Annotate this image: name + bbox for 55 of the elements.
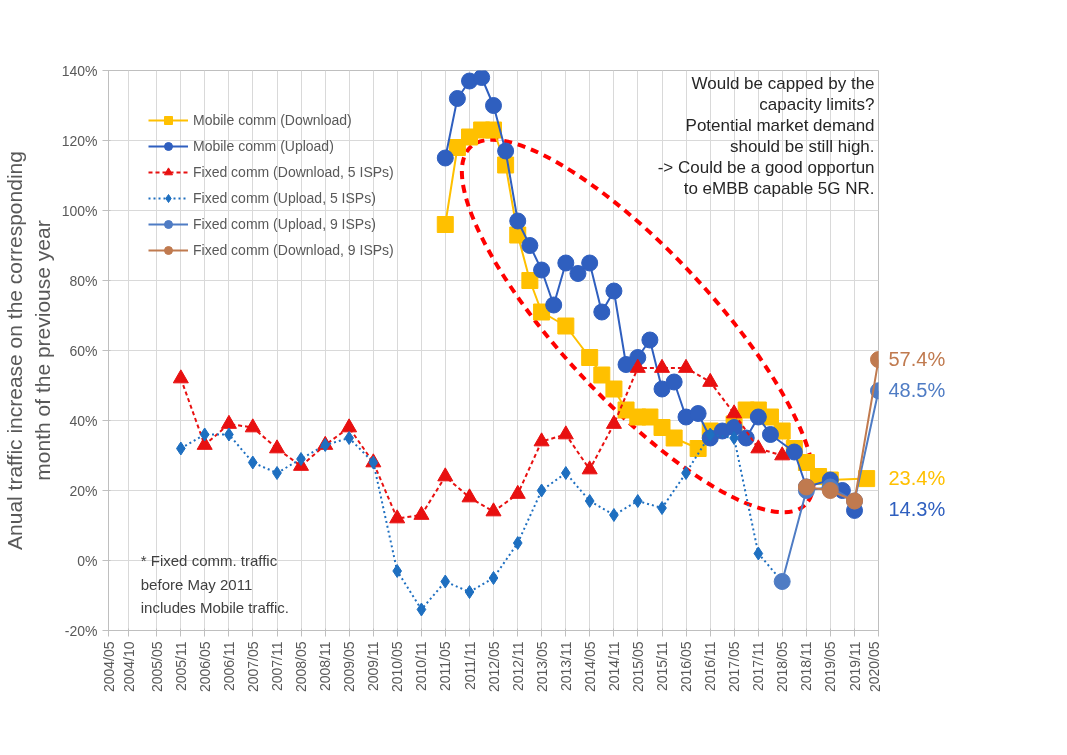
x-tick-label: 2018/11 [798,641,815,692]
x-tick-label: 2009/11 [365,641,382,692]
y-tick-label: 60% [69,342,98,359]
x-tick-label: 2011/05 [437,641,454,692]
y-axis-title: Anual traffic increase on the corresponding month of the previouse year [3,151,54,550]
x-tick-label: 2005/11 [172,641,189,692]
x-tick-label: 2010/05 [389,641,406,693]
x-tick-label: 2006/11 [220,641,237,692]
x-tick-label: 2014/05 [581,641,598,693]
x-tick-label: 2017/05 [726,641,743,693]
y-tick-label: 20% [69,482,98,499]
legend-label: Fixed comm (Upload, 5 ISPs) [193,190,376,206]
x-tick-label: 2007/05 [244,641,261,693]
x-tick-label: 2018/05 [774,641,791,693]
x-tick-label: 2014/11 [605,641,622,692]
x-tick-label: 2015/11 [654,641,671,692]
legend-label: Mobile comm (Upload) [193,138,334,154]
data-label: 48.5% [888,378,946,401]
x-tick-label: 2008/05 [293,641,309,693]
x-tick-label: 2011/11 [461,641,478,691]
x-tick-label: 2013/11 [557,641,574,692]
annotation: Would be capped by the capacity limits? Potential market demand should be still high. -> Could be a good opportun to eMBB capable 5G NR. [657,74,875,198]
legend-label: Fixed comm (Download, 9 ISPs) [193,242,394,258]
y-tick-label: 120% [61,132,98,149]
data-label: 23.4% [888,466,946,489]
annotation: * Fixed comm. traffic before May 2011 includes Mobile traffic. [140,551,289,617]
data-label: 57.4% [888,347,946,370]
legend-label: Fixed comm (Upload, 9 ISPs) [193,216,376,232]
legend-label: Mobile comm (Download) [193,112,352,128]
x-tick-label: 2012/05 [485,641,502,693]
y-tick-label: 80% [69,272,98,289]
data-label: 14.3% [888,498,946,521]
legend-label: Fixed comm (Download, 5 ISPs) [193,164,394,180]
x-tick-label: 2010/11 [413,641,430,692]
x-tick-label: 2015/05 [629,641,646,693]
y-tick-label: 140% [61,62,98,79]
y-tick-label: 40% [69,412,98,429]
x-tick-label: 2013/05 [533,641,550,693]
x-tick-label: 2019/11 [846,641,863,692]
x-tick-label: 2016/11 [702,641,719,692]
x-tick-label: 2019/05 [822,641,839,693]
x-tick-label: 2008/11 [317,641,334,692]
x-tick-label: 2017/11 [750,641,767,692]
x-tick-label: 2004/10 [120,641,137,693]
y-tick-label: -20% [64,622,98,639]
y-tick-label: 100% [61,202,98,219]
x-tick-label: 2004/05 [100,641,117,693]
x-tick-label: 2020/05 [866,641,883,693]
x-tick-label: 2012/11 [509,641,526,692]
x-tick-label: 2005/05 [148,641,165,693]
x-tick-label: 2009/05 [341,641,358,693]
x-tick-label: 2006/05 [196,641,213,693]
x-tick-label: 2007/11 [269,641,286,692]
x-tick-label: 2016/05 [678,641,694,693]
y-tick-label: 0% [77,552,98,569]
